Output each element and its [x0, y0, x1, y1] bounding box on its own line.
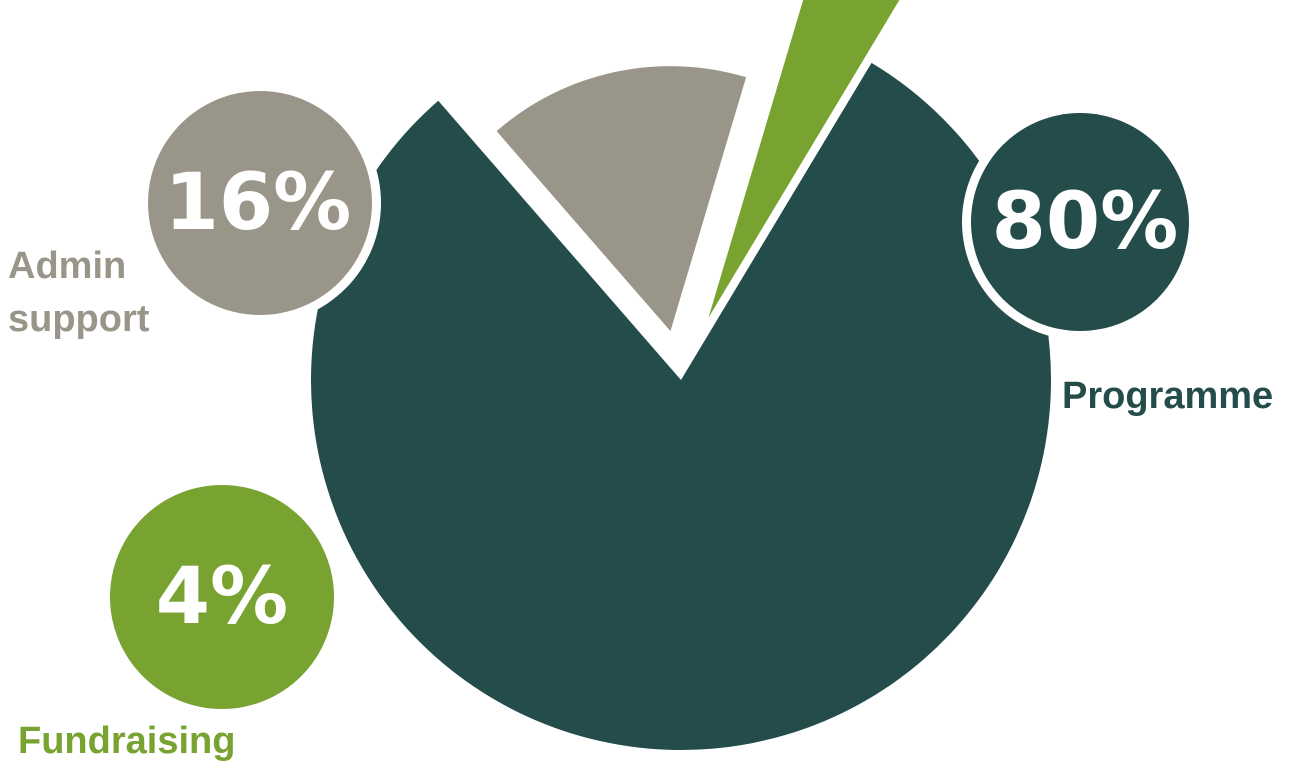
data-label-fundraising: 4%: [156, 552, 288, 642]
category-label-programme: Programme: [1062, 370, 1273, 423]
category-label-admin: Admin support: [8, 240, 149, 346]
pie-slices: [311, 0, 1051, 750]
category-label-fundraising: Fundraising: [18, 715, 235, 768]
data-label-programme: 80%: [992, 177, 1179, 267]
data-label-admin: 16%: [165, 158, 352, 248]
